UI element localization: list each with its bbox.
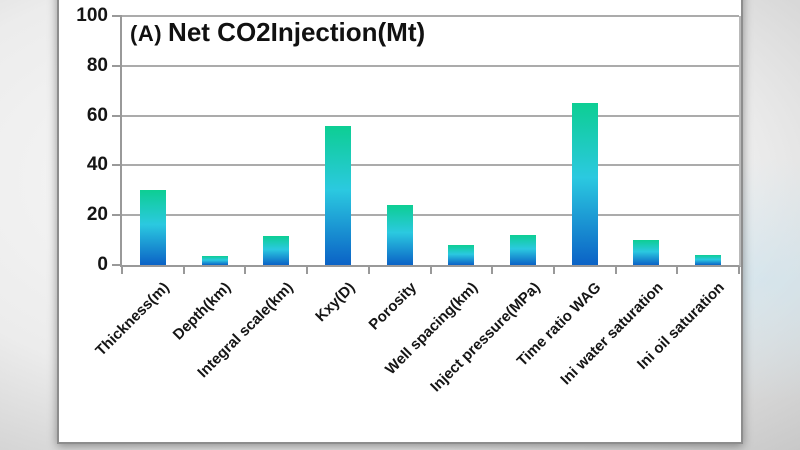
y-axis-label: 100: [76, 5, 108, 26]
y-axis-label: 80: [86, 54, 108, 76]
x-axis-labels: Thickness(m) Depth(km) Integral scale(km) K…: [92, 265, 739, 437]
bar-3: [263, 236, 290, 265]
bar-1: [139, 190, 166, 265]
x-axis-tick: [614, 267, 617, 274]
x-axis-tick: [121, 267, 123, 274]
y-axis-label: 20: [86, 204, 108, 226]
y-axis-tick: [112, 15, 122, 17]
x-axis-tick: [491, 267, 494, 274]
bar-2: [201, 256, 228, 265]
bar-4: [324, 125, 351, 265]
x-axis-tick: [676, 267, 679, 274]
bar-7: [510, 235, 537, 265]
x-axis-label: Ini water saturation: [557, 279, 667, 389]
bar-6: [448, 245, 475, 265]
y-axis-tick: [112, 264, 122, 266]
x-axis-label: Inject pressure(MPa): [426, 279, 544, 396]
x-axis-tick: [738, 267, 740, 274]
chart-title: (A) Net CO2Injection(Mt): [130, 17, 425, 48]
gridline-y-40: [122, 164, 739, 167]
gridline-y-80: [122, 64, 739, 67]
y-axis-label: 60: [86, 104, 108, 126]
y-axis-label: 0: [97, 254, 108, 275]
y-axis-tick: [112, 64, 122, 67]
x-axis-label: Depth(km): [170, 279, 235, 344]
chart-title-main: Net CO2Injection(Mt): [168, 17, 426, 47]
y-axis-tick: [112, 164, 122, 167]
bar-10: [695, 255, 722, 265]
x-axis-tick: [244, 267, 247, 274]
chart-plot-area: (A) Net CO2Injection(Mt) Thickness(m) Dept…: [76, 5, 741, 395]
gridline-y-60: [122, 114, 739, 117]
chart-title-prefix: (A): [130, 21, 163, 46]
gridline-y-20: [122, 214, 739, 217]
x-axis-tick: [367, 267, 370, 274]
x-axis-tick: [429, 267, 432, 274]
x-axis-tick: [552, 267, 555, 274]
x-axis-tick: [182, 267, 185, 274]
x-axis-tick: [306, 267, 309, 274]
bar-8: [571, 103, 598, 265]
gridline-y-100: [122, 15, 739, 17]
x-axis-label: Thickness(m): [92, 279, 173, 360]
y-axis-tick: [112, 214, 122, 217]
bar-9: [633, 240, 660, 265]
x-axis-label: Porosity: [365, 279, 420, 334]
slide-panel: (A) Net CO2Injection(Mt) Thickness(m) Dept…: [57, 0, 743, 444]
bar-5: [386, 205, 413, 265]
y-axis-label: 40: [86, 154, 108, 176]
x-axis-label: Kxy(D): [311, 279, 358, 326]
y-axis-tick: [112, 114, 122, 117]
